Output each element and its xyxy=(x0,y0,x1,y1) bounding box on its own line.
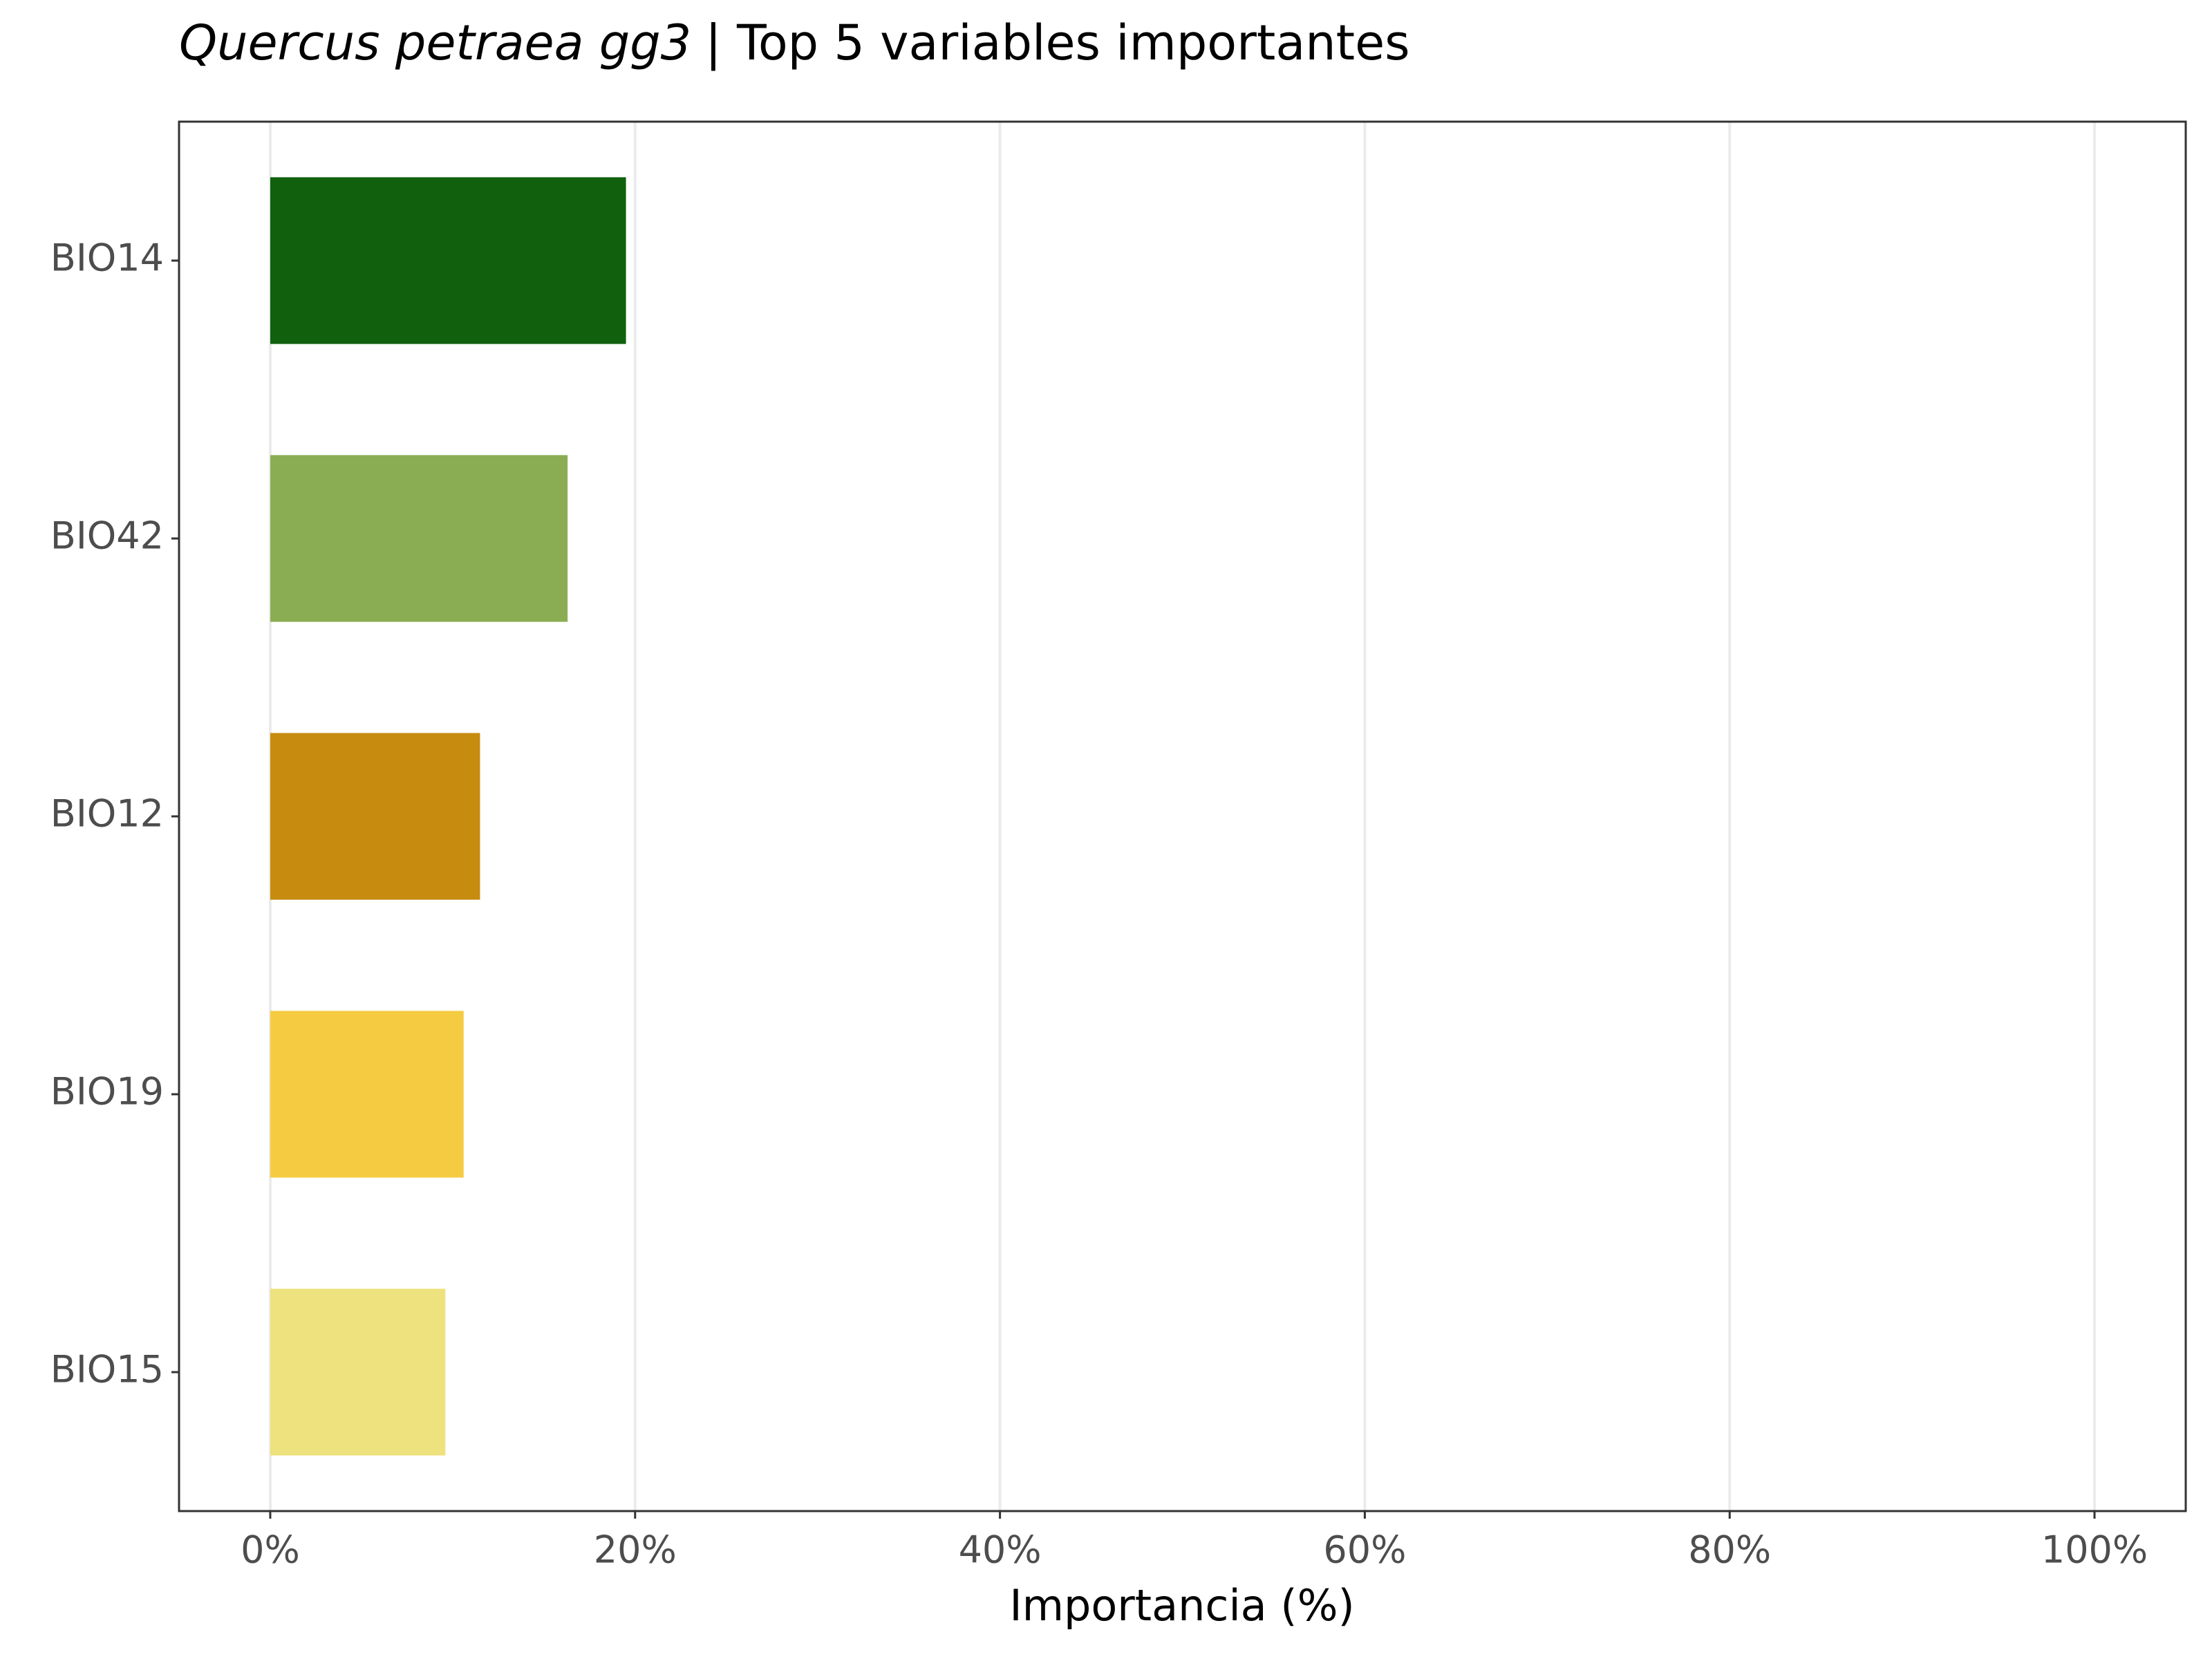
x-tick-label: 40% xyxy=(959,1528,1042,1572)
bar xyxy=(270,455,568,622)
x-tick-label: 0% xyxy=(241,1528,300,1572)
y-tick-label: BIO42 xyxy=(50,514,164,558)
x-tick-label: 60% xyxy=(1323,1528,1406,1572)
bar xyxy=(270,733,480,900)
y-tick-label: BIO19 xyxy=(50,1070,164,1114)
y-tick-label: BIO15 xyxy=(50,1348,164,1391)
bar xyxy=(270,1011,464,1178)
chart-title: Quercus petraea gg3 | Top 5 variables imp… xyxy=(179,15,1410,71)
bar xyxy=(270,177,626,344)
y-tick-label: BIO14 xyxy=(50,236,164,280)
plot-border xyxy=(178,120,2187,1512)
x-tick-label: 20% xyxy=(594,1528,677,1572)
title-text: | Top 5 variables importantes xyxy=(705,15,1409,71)
x-axis-title: Importancia (%) xyxy=(1009,1580,1354,1631)
x-tick-label: 80% xyxy=(1688,1528,1771,1572)
x-tick-label: 100% xyxy=(2041,1528,2148,1572)
title-species: Quercus petraea gg3 xyxy=(179,15,691,71)
y-tick-label: BIO12 xyxy=(50,792,164,836)
bar xyxy=(270,1288,446,1456)
